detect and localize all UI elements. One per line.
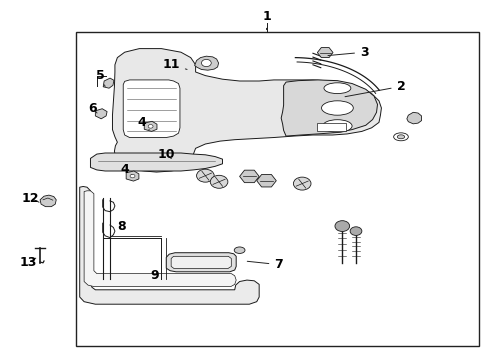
Ellipse shape xyxy=(321,101,352,115)
Text: 5: 5 xyxy=(96,69,105,86)
Text: 4: 4 xyxy=(137,116,149,130)
Text: 9: 9 xyxy=(150,269,159,282)
Polygon shape xyxy=(84,191,236,287)
Text: 4: 4 xyxy=(120,163,132,176)
Text: 3: 3 xyxy=(327,46,368,59)
Circle shape xyxy=(201,59,211,67)
Polygon shape xyxy=(103,78,114,88)
Bar xyxy=(76,32,478,346)
Text: 11: 11 xyxy=(162,58,187,71)
Circle shape xyxy=(130,174,135,178)
Circle shape xyxy=(334,221,349,231)
Polygon shape xyxy=(112,49,381,172)
Text: 12: 12 xyxy=(21,192,39,204)
Text: 7: 7 xyxy=(247,258,283,271)
Text: 8: 8 xyxy=(117,220,125,233)
Polygon shape xyxy=(90,153,222,171)
Polygon shape xyxy=(281,80,377,136)
Ellipse shape xyxy=(396,135,404,139)
Polygon shape xyxy=(194,56,218,70)
Ellipse shape xyxy=(323,83,350,94)
Polygon shape xyxy=(144,121,157,131)
Polygon shape xyxy=(95,109,107,119)
Ellipse shape xyxy=(234,247,244,253)
Ellipse shape xyxy=(322,120,351,132)
Circle shape xyxy=(293,177,310,190)
Polygon shape xyxy=(126,171,139,181)
Text: 13: 13 xyxy=(20,256,37,269)
Text: 2: 2 xyxy=(345,80,405,97)
Circle shape xyxy=(148,125,153,128)
Polygon shape xyxy=(123,80,180,138)
Circle shape xyxy=(196,169,214,182)
Polygon shape xyxy=(239,170,259,183)
Polygon shape xyxy=(166,253,236,272)
Polygon shape xyxy=(317,48,332,58)
Polygon shape xyxy=(406,112,421,124)
Circle shape xyxy=(349,227,361,235)
Polygon shape xyxy=(256,175,276,187)
Circle shape xyxy=(210,175,227,188)
Polygon shape xyxy=(171,256,231,269)
Ellipse shape xyxy=(393,133,407,141)
Polygon shape xyxy=(80,186,259,304)
Text: 6: 6 xyxy=(88,102,97,114)
Polygon shape xyxy=(40,195,56,207)
Bar xyxy=(316,123,346,131)
Text: 10: 10 xyxy=(157,148,175,161)
Text: 1: 1 xyxy=(262,10,270,30)
